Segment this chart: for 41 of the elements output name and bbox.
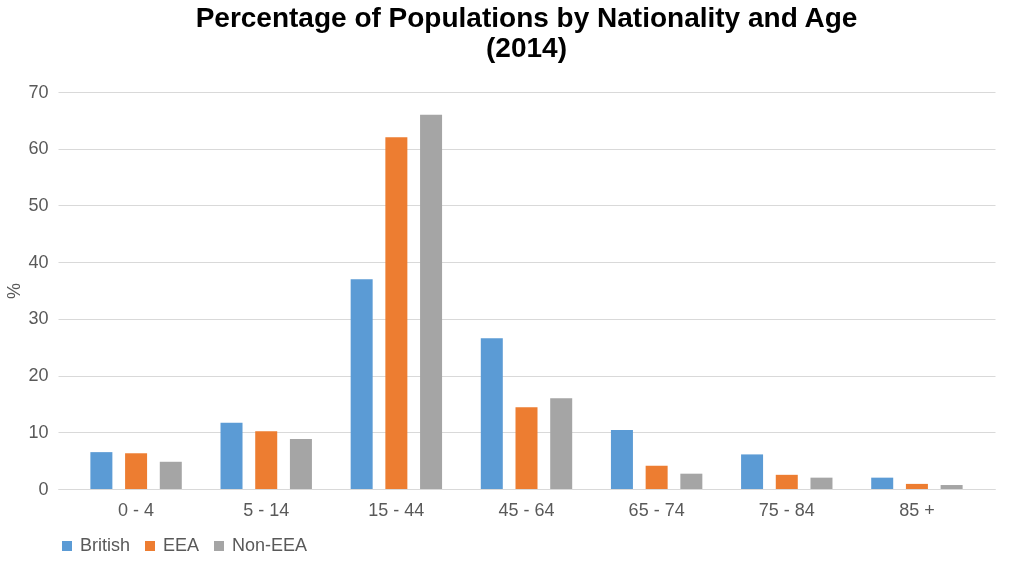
bar bbox=[420, 114, 443, 489]
bar bbox=[385, 137, 408, 489]
bar bbox=[610, 430, 633, 489]
bar bbox=[550, 398, 573, 489]
bar bbox=[810, 477, 833, 489]
chart-title: Percentage of Populations by Nationality and Age (2014) bbox=[195, 2, 858, 63]
bar bbox=[159, 461, 182, 489]
bar bbox=[90, 452, 113, 489]
bar bbox=[125, 453, 148, 489]
y-tick-label: 40 bbox=[28, 251, 49, 272]
x-tick-label: 75 - 84 bbox=[758, 499, 815, 520]
x-tick-label: 45 - 64 bbox=[498, 499, 555, 520]
y-tick-label: 0 bbox=[38, 478, 49, 499]
bar bbox=[905, 483, 928, 489]
bar bbox=[645, 465, 668, 489]
y-tick-label: 50 bbox=[28, 194, 49, 215]
bar bbox=[775, 474, 798, 489]
x-tick-label: 0 - 4 bbox=[118, 499, 155, 520]
bar bbox=[350, 279, 373, 489]
x-tick-label: 5 - 14 bbox=[243, 499, 290, 520]
legend-label: British bbox=[80, 535, 131, 555]
y-tick-label: 30 bbox=[28, 308, 49, 329]
bar bbox=[220, 422, 243, 489]
y-axis-title: % bbox=[4, 282, 25, 300]
bar bbox=[680, 473, 703, 489]
bar bbox=[871, 477, 894, 489]
bar bbox=[255, 431, 278, 489]
bar bbox=[515, 407, 538, 489]
bar bbox=[940, 485, 963, 489]
bar bbox=[480, 338, 503, 489]
y-tick-label: 70 bbox=[28, 81, 49, 102]
bar bbox=[289, 439, 312, 489]
y-tick-label: 20 bbox=[28, 365, 49, 386]
x-tick-label: 85 + bbox=[899, 499, 935, 520]
y-tick-label: 60 bbox=[28, 138, 49, 159]
y-tick-label: 10 bbox=[28, 421, 49, 442]
x-tick-label: 15 - 44 bbox=[368, 499, 425, 520]
x-tick-label: 65 - 74 bbox=[628, 499, 685, 520]
legend-label: Non-EEA bbox=[232, 535, 308, 555]
legend-label: EEA bbox=[163, 535, 200, 555]
bar bbox=[741, 454, 764, 489]
